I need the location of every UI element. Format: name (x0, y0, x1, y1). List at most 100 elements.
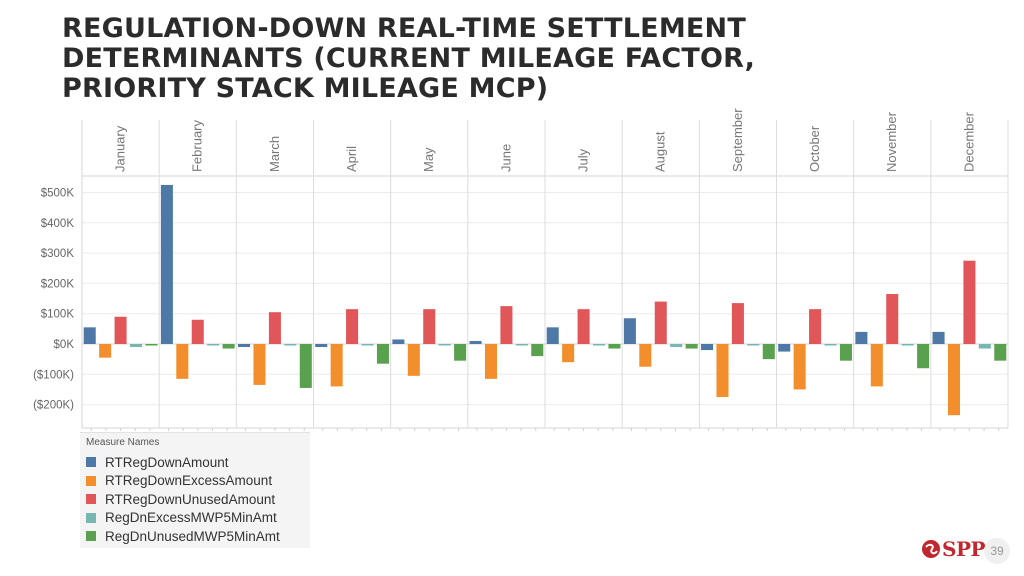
bar-RegDnUnusedMWP5MinAmt-October (839, 344, 852, 361)
legend-label: RTRegDownUnusedAmount (105, 491, 276, 507)
bar-RegDnExcessMWP5MinAmt-August (670, 344, 683, 348)
x-category-label: October (807, 125, 822, 172)
legend-swatch (86, 512, 96, 523)
x-category-label: February (190, 119, 205, 172)
bar-RegDnExcessMWP5MinAmt-April (361, 344, 374, 346)
bar-RegDnExcessMWP5MinAmt-October (824, 344, 837, 346)
legend-item: RegDnExcessMWP5MinAmt (86, 509, 277, 527)
x-category-label: June (498, 144, 513, 172)
legend-swatch (86, 475, 96, 486)
bar-RegDnExcessMWP5MinAmt-July (592, 344, 606, 346)
chart-legend: Measure Names RTRegDownAmount RTRegDownEx… (80, 432, 310, 548)
bar-RTRegDownExcessAmount-November (870, 344, 883, 387)
bar-RTRegDownAmount-April (315, 344, 328, 348)
bar-RTRegDownUnusedAmount-September (731, 303, 744, 344)
bar-RTRegDownExcessAmount-June (484, 344, 498, 379)
y-tick-label: $300K (41, 248, 75, 260)
bar-RegDnUnusedMWP5MinAmt-February (222, 344, 235, 349)
bar-RTRegDownUnusedAmount-February (191, 319, 204, 344)
x-category-label: September (730, 108, 745, 172)
bar-RTRegDownExcessAmount-January (99, 344, 112, 358)
bar-RegDnUnusedMWP5MinAmt-March (299, 344, 312, 388)
x-category-label: November (884, 111, 899, 172)
bar-RTRegDownAmount-July (546, 327, 559, 344)
x-category-label: December (961, 111, 976, 172)
slide-title: REGULATION-DOWN REAL-TIME SETTLEMENT DET… (62, 14, 922, 104)
bar-RTRegDownUnusedAmount-May (423, 309, 436, 344)
y-tick-label: ($200K) (33, 400, 74, 412)
bar-RTRegDownUnusedAmount-March (268, 312, 281, 344)
logo-text: SPP (942, 537, 986, 561)
legend-item: RegDnUnusedMWP5MinAmt (86, 527, 280, 545)
bar-RegDnExcessMWP5MinAmt-September (747, 344, 760, 346)
x-category-label: May (421, 147, 436, 172)
bar-RegDnUnusedMWP5MinAmt-April (376, 344, 389, 364)
bar-RTRegDownExcessAmount-April (330, 344, 343, 387)
bar-RTRegDownAmount-May (392, 339, 405, 344)
bar-RegDnUnusedMWP5MinAmt-January (145, 344, 158, 346)
bar-RTRegDownAmount-October (778, 344, 791, 352)
bar-RTRegDownExcessAmount-September (716, 344, 729, 398)
bar-RTRegDownAmount-January (83, 327, 96, 344)
title-line-1: REGULATION-DOWN REAL-TIME SETTLEMENT (62, 13, 746, 44)
bar-RegDnUnusedMWP5MinAmt-August (685, 344, 698, 349)
legend-swatch (86, 494, 96, 504)
bar-RTRegDownUnusedAmount-October (809, 309, 822, 344)
bar-RTRegDownUnusedAmount-December (963, 260, 976, 344)
bar-RegDnExcessMWP5MinAmt-January (129, 344, 143, 348)
bar-RTRegDownUnusedAmount-July (577, 309, 590, 344)
bar-RegDnUnusedMWP5MinAmt-June (531, 344, 544, 357)
spp-logo-icon (922, 540, 940, 558)
bar-RTRegDownUnusedAmount-August (654, 301, 667, 344)
legend-title: Measure Names (86, 437, 160, 448)
bar-RegDnExcessMWP5MinAmt-February (207, 344, 220, 346)
x-category-label: March (267, 136, 282, 172)
x-category-label: April (344, 146, 359, 172)
bar-RTRegDownExcessAmount-August (639, 344, 652, 367)
bar-RTRegDownAmount-June (469, 340, 482, 344)
y-tick-label: $0K (54, 339, 75, 351)
legend-label: RTRegDownExcessAmount (105, 473, 273, 488)
legend-swatch (86, 531, 96, 541)
y-tick-label: $400K (41, 218, 75, 230)
bar-RTRegDownAmount-November (855, 331, 868, 344)
bar-RTRegDownExcessAmount-October (793, 344, 806, 390)
bar-RTRegDownUnusedAmount-April (346, 309, 359, 344)
x-category-label: January (112, 125, 127, 172)
bar-RegDnExcessMWP5MinAmt-December (978, 344, 991, 349)
legend-item: RTRegDownUnusedAmount (86, 490, 275, 508)
bar-RegDnUnusedMWP5MinAmt-November (917, 344, 930, 369)
legend-swatch (86, 457, 96, 467)
y-tick-label: $100K (41, 309, 75, 321)
page-number: 39 (984, 538, 1010, 564)
bar-RTRegDownExcessAmount-May (407, 344, 420, 376)
bar-RegDnUnusedMWP5MinAmt-July (608, 344, 621, 349)
bar-RTRegDownUnusedAmount-January (114, 316, 127, 344)
bar-RTRegDownAmount-December (932, 331, 945, 344)
bar-RegDnExcessMWP5MinAmt-November (901, 344, 914, 346)
spp-logo: SPP (920, 534, 986, 564)
legend-label: RegDnUnusedMWP5MinAmt (105, 528, 280, 544)
legend-item: RTRegDownExcessAmount (86, 472, 272, 490)
bar-RegDnExcessMWP5MinAmt-June (515, 344, 528, 346)
bar-RegDnExcessMWP5MinAmt-May (438, 344, 451, 346)
bar-RTRegDownAmount-September (701, 344, 714, 351)
bar-RegDnUnusedMWP5MinAmt-December (994, 344, 1007, 361)
y-tick-label: ($100K) (33, 369, 74, 381)
legend-label: RTRegDownAmount (105, 454, 229, 470)
legend-item: RTRegDownAmount (86, 453, 229, 471)
bar-RegDnExcessMWP5MinAmt-March (284, 344, 297, 346)
bar-RegDnUnusedMWP5MinAmt-May (454, 344, 467, 361)
title-line-3: PRIORITY STACK MILEAGE MCP) (62, 73, 549, 104)
bar-RTRegDownUnusedAmount-June (500, 306, 513, 344)
bar-RTRegDownAmount-February (160, 184, 173, 344)
x-category-label: July (575, 148, 590, 172)
legend-label: RegDnExcessMWP5MinAmt (105, 510, 277, 525)
bar-RegDnUnusedMWP5MinAmt-September (762, 344, 775, 360)
title-line-2: DETERMINANTS (CURRENT MILEAGE FACTOR, (62, 43, 756, 74)
bar-RTRegDownExcessAmount-July (562, 344, 575, 363)
bar-RTRegDownAmount-August (623, 318, 636, 344)
y-tick-label: $500K (41, 188, 75, 200)
y-tick-label: $200K (41, 278, 75, 290)
bar-RTRegDownExcessAmount-March (253, 344, 266, 385)
